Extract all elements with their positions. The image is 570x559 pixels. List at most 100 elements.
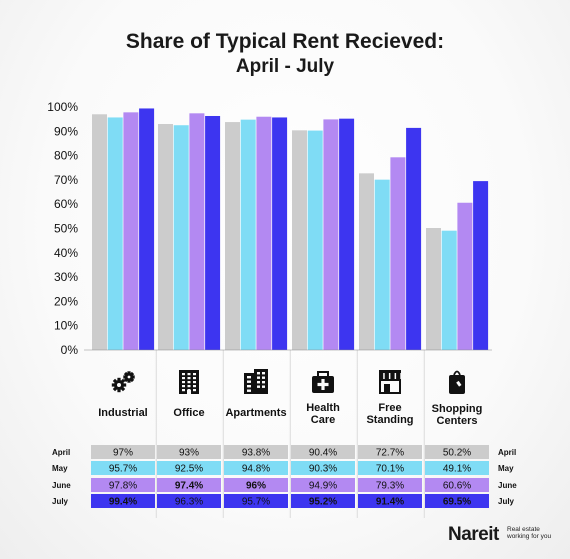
category-label: Standing [366,414,413,426]
category-label: Apartments [225,407,286,419]
bar-june [390,157,406,350]
y-tick-label: 60% [54,197,78,211]
apartment-window [247,376,251,379]
table-cell-value: 50.2% [443,448,471,459]
table-cell [358,461,422,475]
table-cell-value: 70.1% [376,464,404,475]
bar-july [205,115,221,350]
building-window [193,381,196,384]
bar-june [457,202,473,350]
store-door [384,384,390,393]
column-divider [154,350,157,518]
building-window [182,373,185,376]
bar-april [92,114,107,350]
table-cell [224,445,288,459]
building-window [182,381,185,384]
bar-july [139,108,155,350]
apartment-window [247,380,251,383]
table-row-label: June [52,481,71,490]
y-tick-label: 80% [54,149,78,163]
table-cell-value: 96.3% [175,497,203,508]
bar-july [406,127,422,350]
apartments-icon [244,369,268,394]
table-cell [425,461,489,475]
apartment-left [244,373,254,394]
column-divider [221,350,224,518]
category-label: Free [378,402,401,414]
table-cell [425,478,489,492]
store-roof [379,370,401,373]
bar-june [189,113,205,351]
y-tick-label: 20% [54,294,78,308]
store-awning [396,373,401,379]
table-cell [224,494,288,508]
table-cell [291,445,355,459]
table-cell [157,478,221,492]
table-cell [358,478,422,492]
bar-april [158,124,173,350]
table-row-label: July [498,497,515,506]
bar-april [426,228,441,350]
category-label: Office [173,407,204,419]
category-label: Care [311,414,335,426]
table-cell-value: 79.3% [376,481,404,492]
y-tick-label: 10% [54,319,78,333]
table-cell-value: 90.3% [309,464,337,475]
bar-may [240,119,256,350]
building-window [193,377,196,380]
category-label: Shopping [432,403,483,415]
table-cell [358,494,422,508]
building-window [182,377,185,380]
chart-subtitle: April - July [235,56,335,77]
table-cell [425,445,489,459]
building-window [182,385,185,388]
building-door [187,390,191,394]
bar-june [323,119,339,350]
brand-tagline: Real estate working for you [507,526,552,540]
table-cell-value: 94.8% [242,464,270,475]
table-cell-value: 95.7% [109,464,137,475]
table-cell-value: 97% [113,448,133,459]
y-tick-label: 70% [54,173,78,187]
table-cell-value: 69.5% [443,497,471,508]
nareit-logo: Nareit [448,524,499,545]
table-cell [425,494,489,508]
gear-tooth [127,371,131,375]
building-window [187,373,191,376]
store-awning [379,373,384,379]
building-window [187,377,191,380]
table-cell [157,445,221,459]
table-cell [91,461,155,475]
y-tick-label: 50% [54,222,78,236]
category-label: Centers [437,415,478,427]
table-cell-value: 72.7% [376,448,404,459]
health-care-icon [312,371,334,393]
table-cell-value: 49.1% [443,464,471,475]
bag-tag [456,380,462,387]
column-divider [288,350,291,518]
bar-april [292,130,307,350]
kit-cross-horizontal [317,382,329,387]
table-cell [91,478,155,492]
table-row-label: April [52,448,70,457]
table-row-label: May [52,464,68,473]
bar-july [473,181,489,350]
table-cell [358,445,422,459]
table-cell-value: 96% [246,481,266,492]
table-row-label: June [498,481,517,490]
bar-june [256,116,272,350]
bar-april [359,173,374,350]
category-label: Industrial [98,407,148,419]
table-cell [157,461,221,475]
table-cell [224,478,288,492]
apartment-window [262,372,265,375]
table-cell [291,478,355,492]
y-tick-label: 100% [47,100,78,114]
storefront-icon [379,370,401,394]
bar-may [173,125,189,350]
bar-may [107,117,123,350]
apartment-window [257,381,260,384]
table-row-label: May [498,464,514,473]
